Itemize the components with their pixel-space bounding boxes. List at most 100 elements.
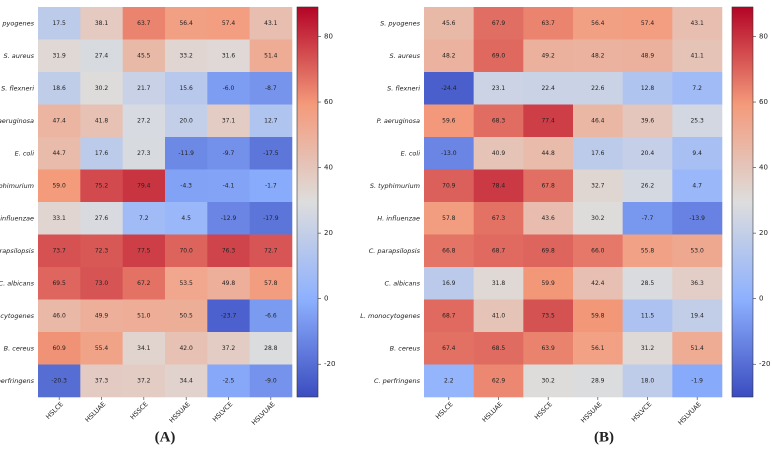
heat-cell [622,7,673,40]
column-label: HSSUAE [168,400,192,424]
heat-cell [573,299,623,333]
cell-label: 45.6 [442,20,456,27]
row-label: S. aureus [389,52,420,60]
cell-label: 73.0 [95,280,109,287]
cell-label: 7.2 [692,85,702,92]
row-label: H. influenzae [0,214,34,222]
cell-label: 28.5 [641,280,655,287]
cell-label: 31.8 [492,280,506,287]
cell-label: 17.5 [52,20,66,27]
cell-label: 41.0 [492,312,506,319]
cell-label: 63.7 [137,20,151,27]
heat-cell [38,137,81,170]
heat-cell [165,72,208,105]
cell-label: 76.3 [222,247,236,254]
heat-cell [207,332,250,365]
heat-cell [573,137,623,170]
colorbar-tick-label: 60 [759,98,768,106]
heat-cell [672,7,723,40]
cell-label: 43.6 [541,215,555,222]
cell-label: 44.7 [52,150,66,157]
cell-label: 60.9 [52,345,66,352]
cell-label: 19.4 [690,312,704,319]
cell-label: 4.7 [692,182,702,189]
heat-cell [473,202,524,235]
heat-cell [424,137,474,170]
cell-label: 49.8 [222,280,236,287]
cell-label: -17.5 [263,150,279,157]
heat-cell [165,364,208,398]
cell-label: 49.9 [95,312,109,319]
heat-cell [249,332,293,365]
cell-label: 55.4 [95,345,109,352]
row-label: S. typhimurium [0,182,34,190]
heat-cell [523,332,574,365]
cell-label: 51.0 [137,312,151,319]
heat-cell [122,137,166,170]
cell-label: 59.9 [541,280,555,287]
cell-label: 27.3 [137,150,151,157]
cell-label: 44.8 [541,150,555,157]
heat-cell [38,39,81,73]
row-label: S. aureus [3,52,34,60]
cell-label: -9.0 [265,377,277,384]
heat-cell [573,234,623,268]
colorbar [296,6,319,398]
heat-cell [38,299,81,333]
heat-cell [424,72,474,105]
heat-cell [207,137,250,170]
cell-label: 39.6 [641,117,655,124]
colorbar-tick-label: 40 [324,164,333,172]
cell-label: 30.2 [541,377,555,384]
cell-label: -13.9 [689,215,705,222]
cell-label: -23.7 [221,312,237,319]
cell-label: 31.9 [52,52,66,59]
cell-label: 38.1 [95,20,109,27]
heat-cell [473,267,524,300]
cell-label: 27.6 [95,215,109,222]
cell-label: 11.5 [641,312,655,319]
heat-cell [122,72,166,105]
heat-cell [80,234,123,268]
cell-label: 4.5 [181,215,191,222]
heat-cell [622,72,673,105]
cell-label: 46.4 [591,117,605,124]
cell-label: 66.8 [442,247,456,254]
heat-cell [207,7,250,40]
cell-label: 23.1 [492,85,506,92]
heat-cell [672,137,723,170]
cell-label: 73.7 [52,247,66,254]
cell-label: 59.8 [591,312,605,319]
column-label: HSSUAE [579,400,603,424]
heat-cell [249,72,293,105]
cell-label: 37.2 [137,377,151,384]
heat-cell [473,169,524,203]
heat-cell [672,169,723,203]
heat-cell [424,169,474,203]
heat-cell [672,234,723,268]
colorbar-tick-label: 40 [759,164,768,172]
heat-cell [165,7,208,40]
cell-label: 63.9 [541,345,555,352]
cell-label: -20.3 [51,377,67,384]
cell-label: 33.1 [52,215,66,222]
heat-cell [122,7,166,40]
column-label: HSLVUAE [250,400,277,427]
column-label: HSLUAE [481,400,505,424]
heat-cell [122,202,166,235]
cell-label: 21.7 [137,85,151,92]
cell-label: 48.2 [442,52,456,59]
cell-label: 53.5 [179,280,193,287]
cell-label: -24.4 [441,85,457,92]
cell-label: 37.2 [222,345,236,352]
heat-cell [80,332,123,365]
cell-label: 37.3 [95,377,109,384]
heat-cell [622,137,673,170]
row-label: S. pyogenes [0,19,35,27]
heat-cell [523,299,574,333]
cell-label: 67.3 [492,215,506,222]
heat-cell [622,364,673,398]
cell-label: 17.6 [591,150,605,157]
heat-cell [622,267,673,300]
cell-label: -13.0 [441,150,457,157]
